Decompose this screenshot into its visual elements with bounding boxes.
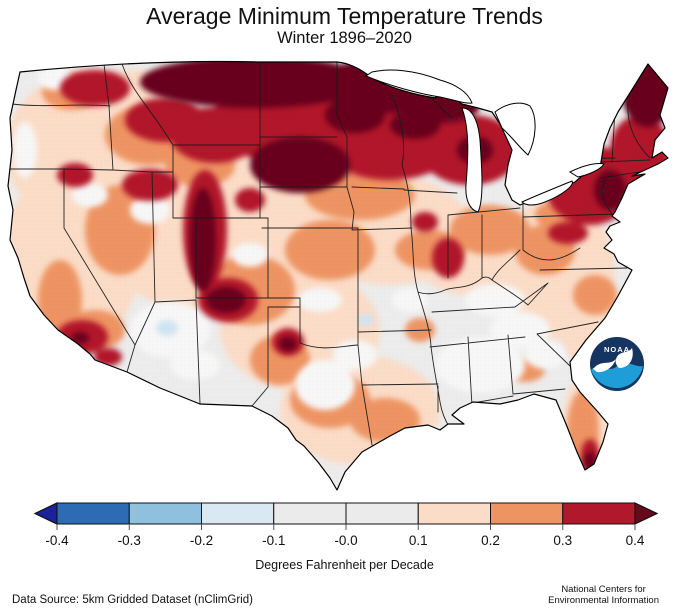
colorbar-tick-label: 0.4 xyxy=(626,533,645,548)
colorbar-units-label: Degrees Fahrenheit per Decade xyxy=(255,558,434,572)
ncei-credit-line1: National Centers for xyxy=(561,584,646,595)
noaa-logo: NOAA xyxy=(590,337,644,391)
colorbar-tick-label: 0.2 xyxy=(481,533,500,548)
great-lakes xyxy=(364,69,605,213)
colorbar-segment xyxy=(273,502,347,525)
chart-subtitle: Winter 1896–2020 xyxy=(277,29,412,47)
colorbar-right-arrow xyxy=(634,502,659,525)
map-texture xyxy=(8,61,668,491)
colorbar-tick-label: -0.4 xyxy=(45,533,69,548)
colorbar-tick-label: -0.2 xyxy=(190,533,213,548)
chart-title: Average Minimum Temperature Trends xyxy=(146,3,543,29)
colorbar-left-arrow xyxy=(33,502,58,525)
colorbar-segment xyxy=(56,502,130,525)
colorbar-segment xyxy=(201,502,275,525)
us-coastline-outline xyxy=(7,60,669,491)
noaa-bird-wing-icon xyxy=(593,359,616,373)
map-fill-layers xyxy=(8,61,668,491)
colorbar-segment xyxy=(128,502,202,525)
colorbar-tick-label: -0.1 xyxy=(262,533,285,548)
noaa-bird-body-icon xyxy=(615,348,633,368)
ncei-credit-line2: Environmental Information xyxy=(548,594,659,606)
colorbar-tick-label: 0.3 xyxy=(553,533,572,548)
colorbar-segment xyxy=(562,502,636,525)
colorbar-segment xyxy=(417,502,491,525)
colorbar-legend: -0.4 -0.3 -0.2 -0.1 -0.0 0.1 0.2 0.3 0.4 xyxy=(33,502,659,548)
colorbar-tick-label: -0.0 xyxy=(334,533,357,548)
colorbar-segment xyxy=(490,502,564,525)
state-boundaries xyxy=(8,61,651,446)
ncei-credit: National Centers for Environmental Infor… xyxy=(548,584,659,606)
colorbar-segment xyxy=(345,502,419,525)
colorbar-tick-label: -0.3 xyxy=(118,533,141,548)
colorbar-tick-label: 0.1 xyxy=(409,533,428,548)
data-source-note: Data Source: 5km Gridded Dataset (nClimG… xyxy=(12,594,253,606)
noaa-logo-text: NOAA xyxy=(604,345,630,354)
